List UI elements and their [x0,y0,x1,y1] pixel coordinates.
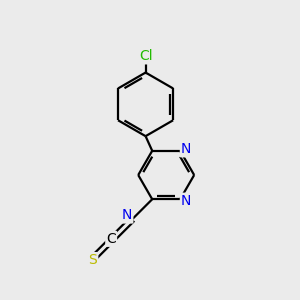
Text: Cl: Cl [139,50,152,63]
Text: S: S [88,253,97,267]
Text: N: N [181,142,191,156]
Text: C: C [106,232,116,246]
Text: N: N [122,208,132,223]
Text: N: N [181,194,191,208]
